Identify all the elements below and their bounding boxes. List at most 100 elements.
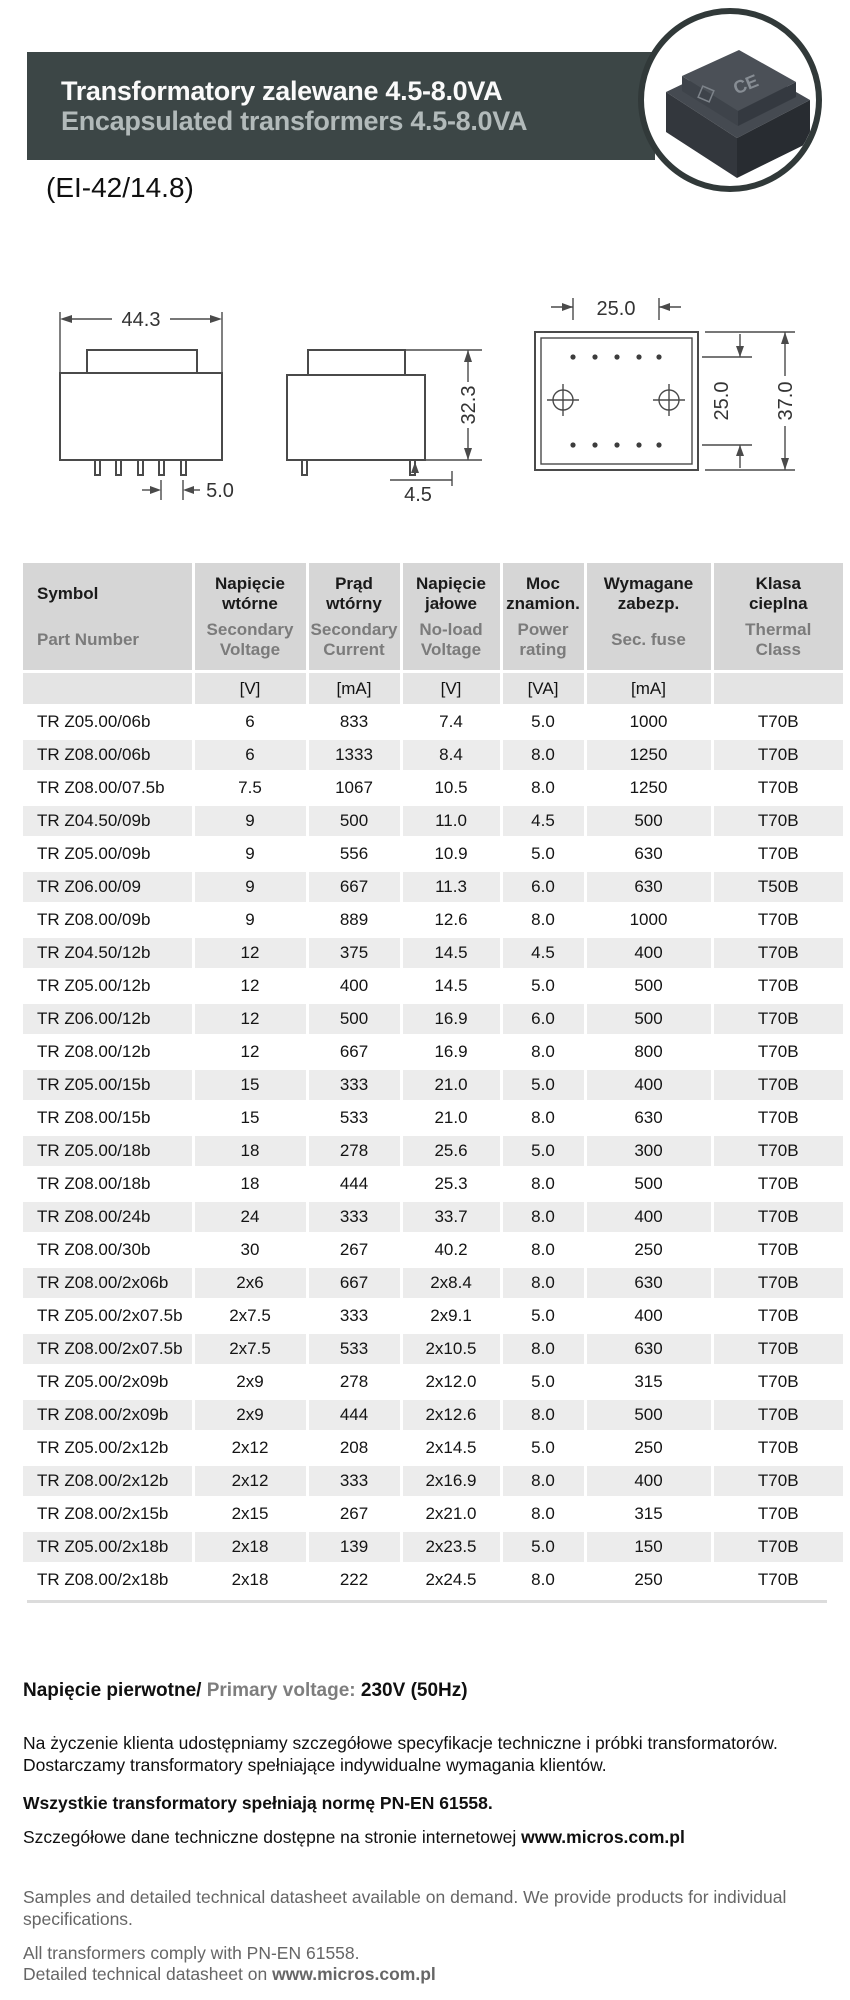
value-cell: 33.7 — [401, 1200, 503, 1235]
table-row: TR Z08.00/2x18b 2x18 222 2x24.5 8.0 250 T70B — [23, 1563, 843, 1598]
value-cell: 21.0 — [401, 1101, 503, 1136]
value-cell: 630 — [585, 1101, 714, 1136]
table-row: TR Z08.00/12b 12 667 16.9 8.0 800 T70B — [23, 1035, 843, 1070]
note-pl-line-1: Na życzenie klienta udostępniamy szczegó… — [23, 1733, 778, 1753]
note-pl-norm: Wszystkie transformatory spełniają normę… — [23, 1793, 493, 1813]
value-cell: T70B — [712, 1563, 843, 1598]
value-cell: 8.0 — [501, 1200, 587, 1235]
column-header-en: Part Number — [37, 629, 140, 649]
approval-diamond-icon — [697, 85, 715, 103]
value-cell: 7.4 — [401, 705, 503, 740]
value-cell: 8.0 — [501, 1398, 587, 1433]
front-view-drawing: 44.3 5.0 — [59, 309, 234, 502]
value-cell: 250 — [585, 1563, 714, 1598]
value-cell: 6.0 — [501, 870, 587, 905]
part-number-cell: TR Z05.00/09b — [23, 837, 195, 872]
value-cell: T70B — [712, 1398, 843, 1433]
value-cell: 4.5 — [501, 936, 587, 971]
value-cell: 4.5 — [501, 804, 587, 839]
table-row: TR Z08.00/2x06b 2x6 667 2x8.4 8.0 630 T70B — [23, 1266, 843, 1301]
column-header-pl: Prąd wtórny — [326, 573, 382, 613]
note-pl-paragraph: Na życzenie klienta udostępniamy szczegó… — [23, 1732, 835, 1776]
value-cell: 2x10.5 — [401, 1332, 503, 1367]
column-header-5: Wymagane zabezp. Sec. fuse — [585, 563, 714, 673]
value-cell: 7.5 — [193, 771, 309, 806]
value-cell: 889 — [307, 903, 403, 938]
page-title-pl: Transformatory zalewane 4.5-8.0VA — [61, 76, 503, 106]
value-cell: 2x12.0 — [401, 1365, 503, 1400]
side-view-drawing: 32.3 4.5 — [286, 349, 482, 506]
column-header-en: Power rating — [517, 619, 569, 659]
value-cell: T70B — [712, 705, 843, 740]
part-number-cell: TR Z05.00/2x07.5b — [23, 1299, 195, 1334]
value-cell: T70B — [712, 1200, 843, 1235]
column-header-0: Symbol Part Number — [23, 563, 195, 673]
value-cell: 667 — [307, 870, 403, 905]
value-cell: T50B — [712, 870, 843, 905]
value-cell: T70B — [712, 771, 843, 806]
value-cell: T70B — [712, 1101, 843, 1136]
value-cell: 8.0 — [501, 1101, 587, 1136]
part-number-cell: TR Z08.00/2x07.5b — [23, 1332, 195, 1367]
column-header-en: Sec. fuse — [611, 629, 686, 649]
value-cell: 18 — [193, 1134, 309, 1169]
value-cell: 30 — [193, 1233, 309, 1268]
value-cell: 25.6 — [401, 1134, 503, 1169]
value-cell: 5.0 — [501, 1365, 587, 1400]
value-cell: 139 — [307, 1530, 403, 1565]
value-cell: 14.5 — [401, 936, 503, 971]
value-cell: 2x18 — [193, 1563, 309, 1598]
value-cell: 667 — [307, 1035, 403, 1070]
part-number-cell: TR Z05.00/2x09b — [23, 1365, 195, 1400]
value-cell: T70B — [712, 804, 843, 839]
value-cell: 2x9.1 — [401, 1299, 503, 1334]
value-cell: 333 — [307, 1299, 403, 1334]
value-cell: 667 — [307, 1266, 403, 1301]
value-cell: 8.0 — [501, 1035, 587, 1070]
value-cell: 10.9 — [401, 837, 503, 872]
note-pl-website-line: Szczegółowe dane techniczne dostępne na … — [23, 1826, 835, 1848]
value-cell: 222 — [307, 1563, 403, 1598]
note-en-line-2: specifications. — [23, 1909, 133, 1929]
value-cell: 5.0 — [501, 1134, 587, 1169]
value-cell: 12 — [193, 969, 309, 1004]
value-cell: T70B — [712, 1068, 843, 1103]
column-header-pl: Klasa cieplna — [748, 573, 808, 613]
value-cell: T70B — [712, 1464, 843, 1499]
bottom-rule — [27, 1600, 827, 1603]
part-number-cell: TR Z08.00/2x09b — [23, 1398, 195, 1433]
value-cell: T70B — [712, 738, 843, 773]
column-header-en: Secondary Current — [310, 619, 398, 659]
part-number-cell: TR Z08.00/2x18b — [23, 1563, 195, 1598]
value-cell: T70B — [712, 1332, 843, 1367]
column-header-3: Napięcie jałowe No-load Voltage — [401, 563, 503, 673]
value-cell: T70B — [712, 1431, 843, 1466]
value-cell: 5.0 — [501, 837, 587, 872]
value-cell: 1000 — [585, 903, 714, 938]
value-cell: 2x8.4 — [401, 1266, 503, 1301]
primary-voltage-line: Napięcie pierwotne/ Primary voltage: 230… — [23, 1680, 835, 1702]
value-cell: 500 — [585, 804, 714, 839]
part-number-cell: TR Z05.00/2x12b — [23, 1431, 195, 1466]
dim-top-depth: 37.0 — [775, 382, 797, 421]
value-cell: 6 — [193, 738, 309, 773]
column-header-pl: Moc znamion. — [506, 573, 580, 613]
value-cell: 2x18 — [193, 1530, 309, 1565]
note-pl-line-2: Dostarczamy transformatory spełniające i… — [23, 1755, 607, 1775]
value-cell: 278 — [307, 1365, 403, 1400]
part-number-cell: TR Z05.00/15b — [23, 1068, 195, 1103]
value-cell: 333 — [307, 1068, 403, 1103]
value-cell: 267 — [307, 1497, 403, 1532]
value-cell: 9 — [193, 804, 309, 839]
top-view-drawing: 25.0 25.0 37.0 — [534, 298, 797, 471]
table-body: TR Z05.00/06b 6 833 7.4 5.0 1000 T70B TR Z08.00… — [23, 705, 843, 1598]
value-cell: 18 — [193, 1167, 309, 1202]
value-cell: 8.0 — [501, 1497, 587, 1532]
value-cell: 2x23.5 — [401, 1530, 503, 1565]
value-cell: 1067 — [307, 771, 403, 806]
value-cell: 15 — [193, 1068, 309, 1103]
value-cell: 5.0 — [501, 969, 587, 1004]
table-row: TR Z05.00/2x12b 2x12 208 2x14.5 5.0 250 T70B — [23, 1431, 843, 1466]
table-row: TR Z08.00/06b 6 1333 8.4 8.0 1250 T70B — [23, 738, 843, 773]
value-cell: 11.0 — [401, 804, 503, 839]
